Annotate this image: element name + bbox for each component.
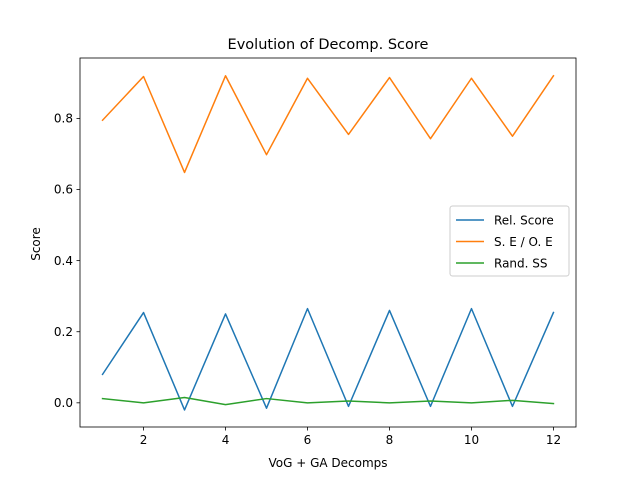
legend-label-2: Rand. SS [494, 256, 548, 270]
x-tick-label-1: 4 [222, 433, 230, 447]
y-tick-label-1: 0.2 [54, 325, 73, 339]
series-line-1 [101, 74, 555, 174]
plot-area: 2 4 6 8 10 12 0.0 0.2 0.4 0.6 0.8 Rel. Score S. E / … [54, 57, 577, 447]
x-tick-label-4: 10 [464, 433, 479, 447]
series-line-0 [101, 307, 555, 411]
legend-label-0: Rel. Score [494, 213, 554, 227]
legend-box [449, 205, 570, 277]
series-line-2 [101, 396, 555, 406]
x-tick-label-0: 2 [140, 433, 148, 447]
legend: Rel. Score S. E / O. E Rand. SS [449, 205, 570, 277]
x-axis-label: VoG + GA Decomps [268, 456, 387, 470]
x-tick-label-2: 6 [304, 433, 312, 447]
chart-title: Evolution of Decomp. Score [228, 37, 429, 53]
x-tick-label-5: 12 [546, 433, 561, 447]
axes-frame [79, 57, 577, 428]
x-tick-label-3: 8 [386, 433, 394, 447]
y-tick-label-0: 0.0 [54, 396, 73, 410]
y-tick-label-4: 0.8 [54, 112, 73, 126]
legend-label-1: S. E / O. E [494, 235, 553, 249]
y-tick-label-3: 0.6 [54, 183, 73, 197]
y-tick-label-2: 0.4 [54, 254, 73, 268]
y-axis-label: Score [29, 227, 43, 261]
